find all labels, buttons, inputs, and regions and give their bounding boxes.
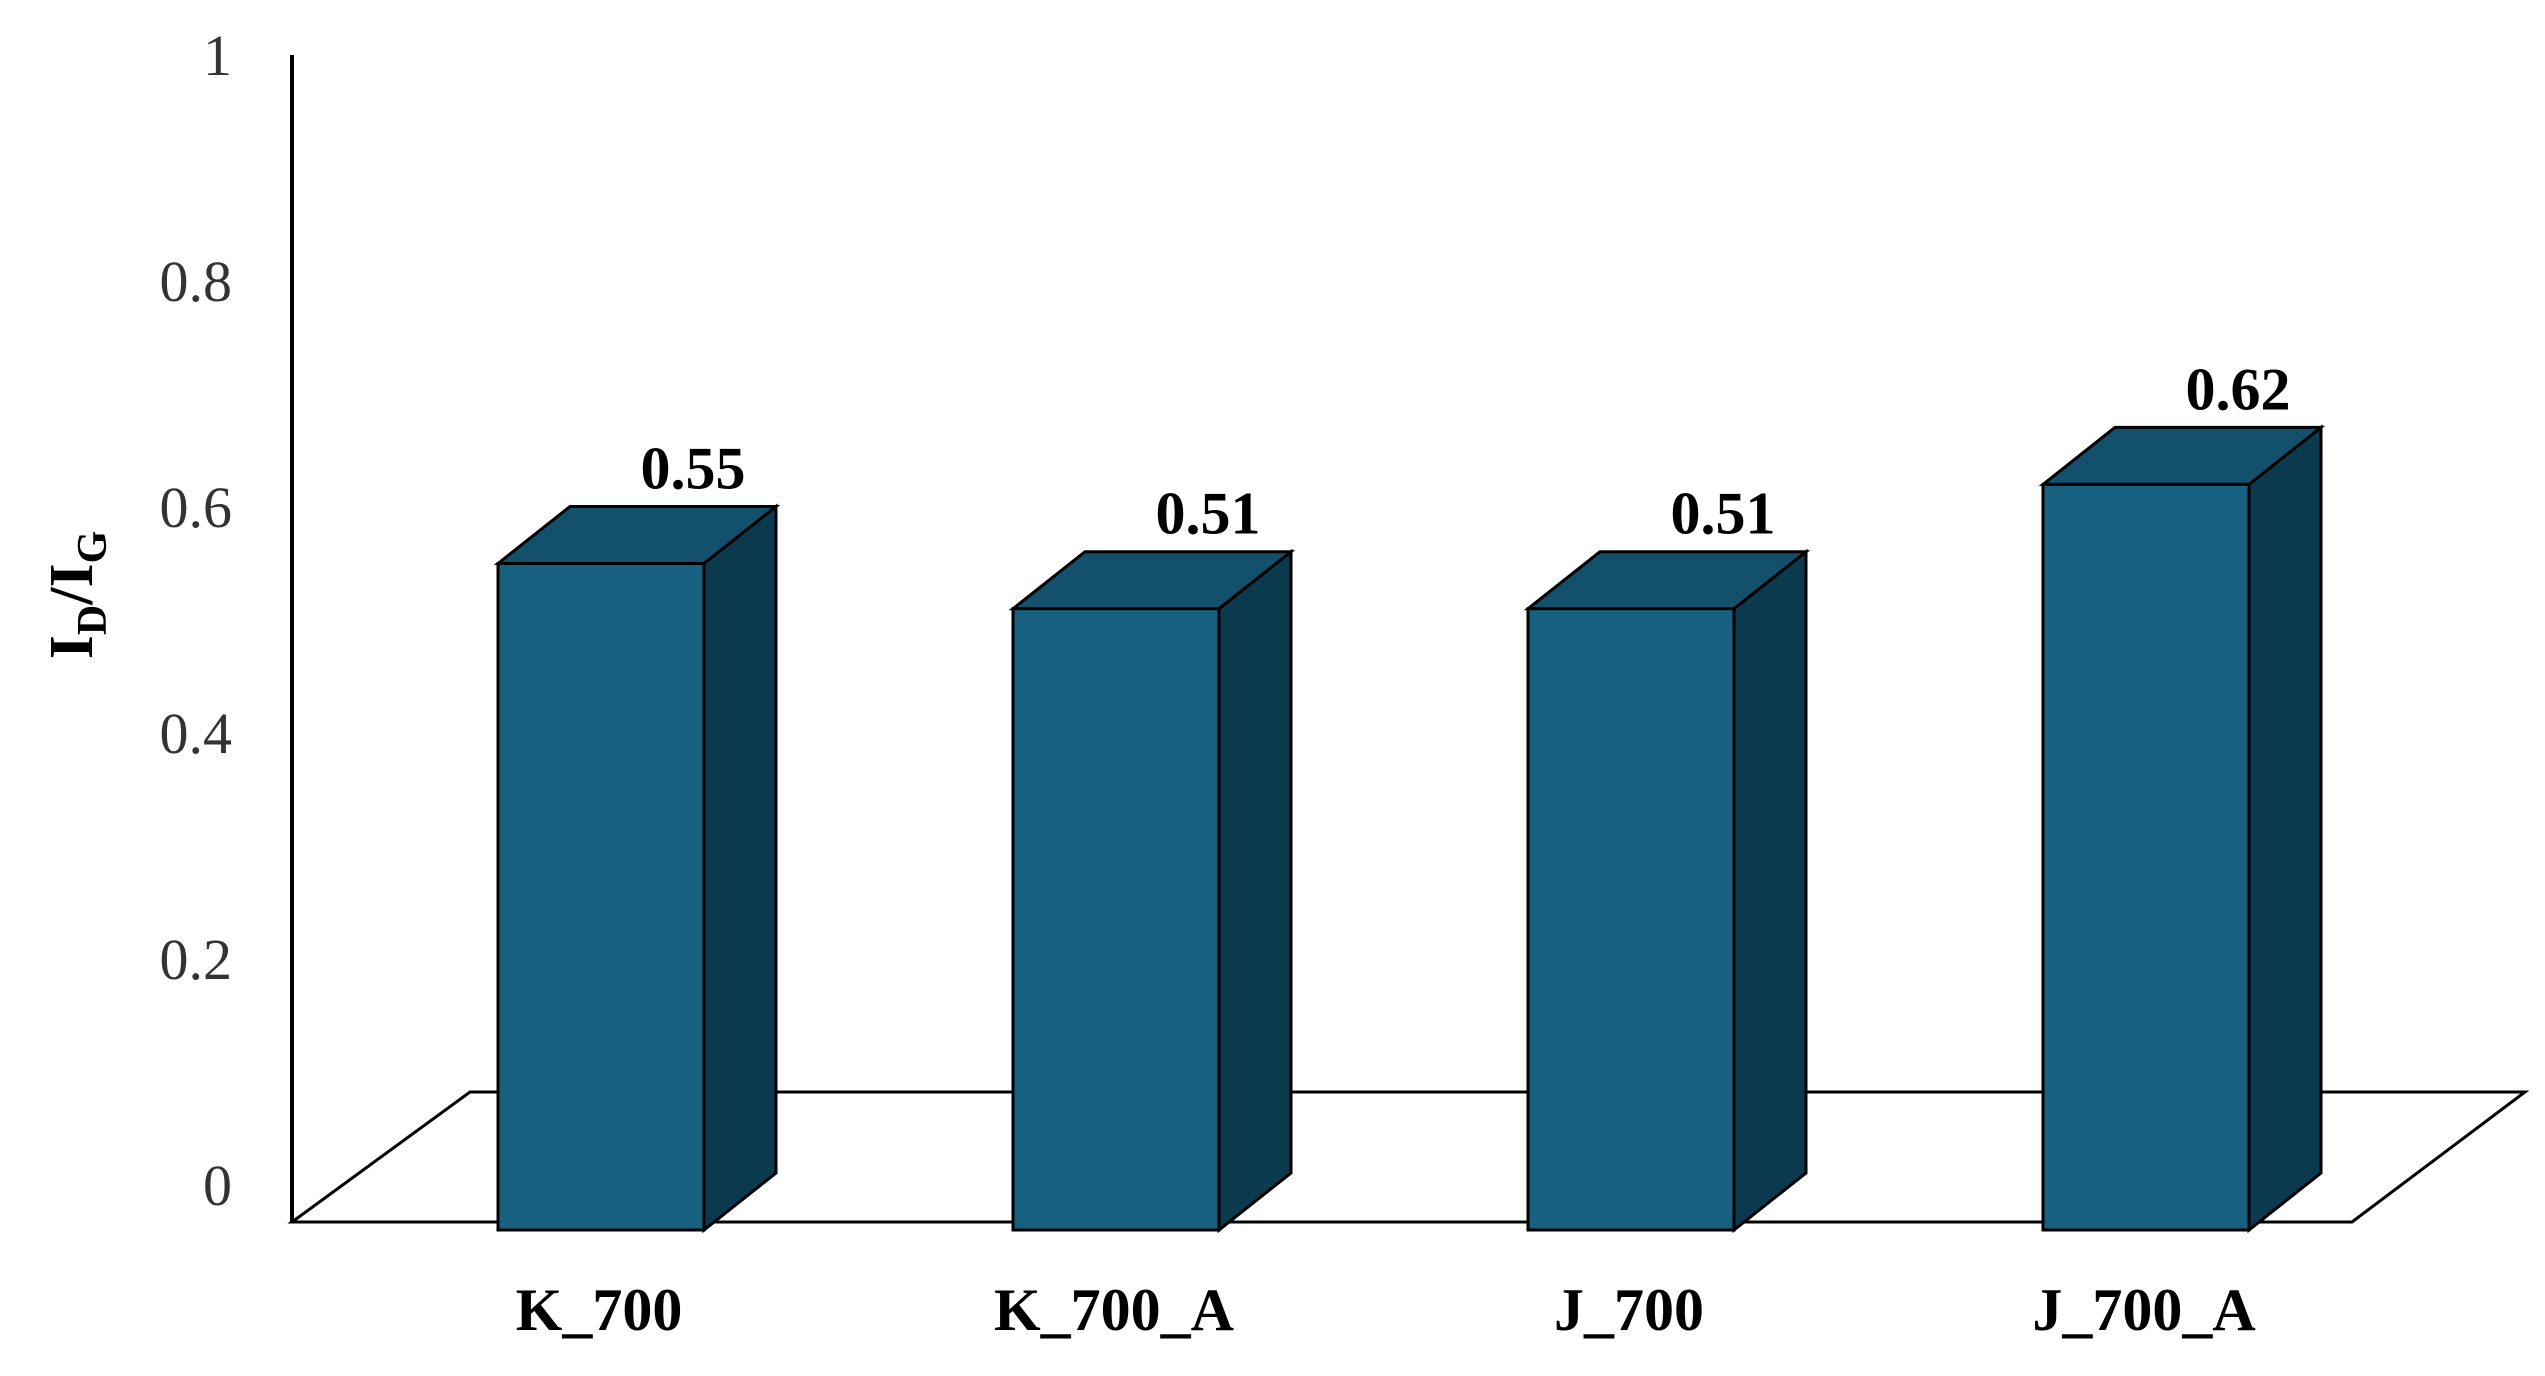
bar <box>2038 424 2326 1234</box>
bar-side <box>2247 424 2323 1234</box>
data-labels: 0.55 0.51 0.51 0.62 <box>641 356 2291 546</box>
y-tick-labels: 0 0.2 0.4 0.6 0.8 1 <box>160 23 233 1218</box>
y-tick-label: 0 <box>203 1153 232 1218</box>
category-label: K_700 <box>516 1277 683 1343</box>
data-label: 0.51 <box>1156 481 1261 547</box>
y-tick-label: 0.6 <box>160 475 233 540</box>
bar <box>1523 548 1811 1234</box>
y-tick-label: 0.4 <box>160 701 233 766</box>
bar <box>1008 548 1296 1234</box>
y-tick-label: 0.8 <box>160 249 233 314</box>
bar-side <box>1217 548 1293 1234</box>
bar-side <box>1732 548 1808 1234</box>
data-label: 0.55 <box>641 436 746 502</box>
bar-front <box>496 562 706 1232</box>
bar-front <box>1011 607 1221 1232</box>
category-labels: K_700 K_700_A J_700 J_700_A <box>516 1277 2256 1343</box>
y-axis-title: ID/IG <box>38 531 116 660</box>
category-label: J_700_A <box>2032 1277 2255 1343</box>
category-label: K_700_A <box>994 1277 1234 1343</box>
bar <box>493 503 781 1234</box>
bar-front <box>2041 482 2251 1232</box>
bar-side <box>702 503 778 1234</box>
bars-group <box>493 424 2326 1234</box>
y-tick-label: 0.2 <box>160 927 233 992</box>
data-label: 0.62 <box>2186 356 2291 422</box>
bar-front <box>1526 607 1736 1232</box>
category-label: J_700 <box>1554 1277 1704 1343</box>
data-label: 0.51 <box>1671 481 1776 547</box>
y-tick-label: 1 <box>203 23 232 88</box>
